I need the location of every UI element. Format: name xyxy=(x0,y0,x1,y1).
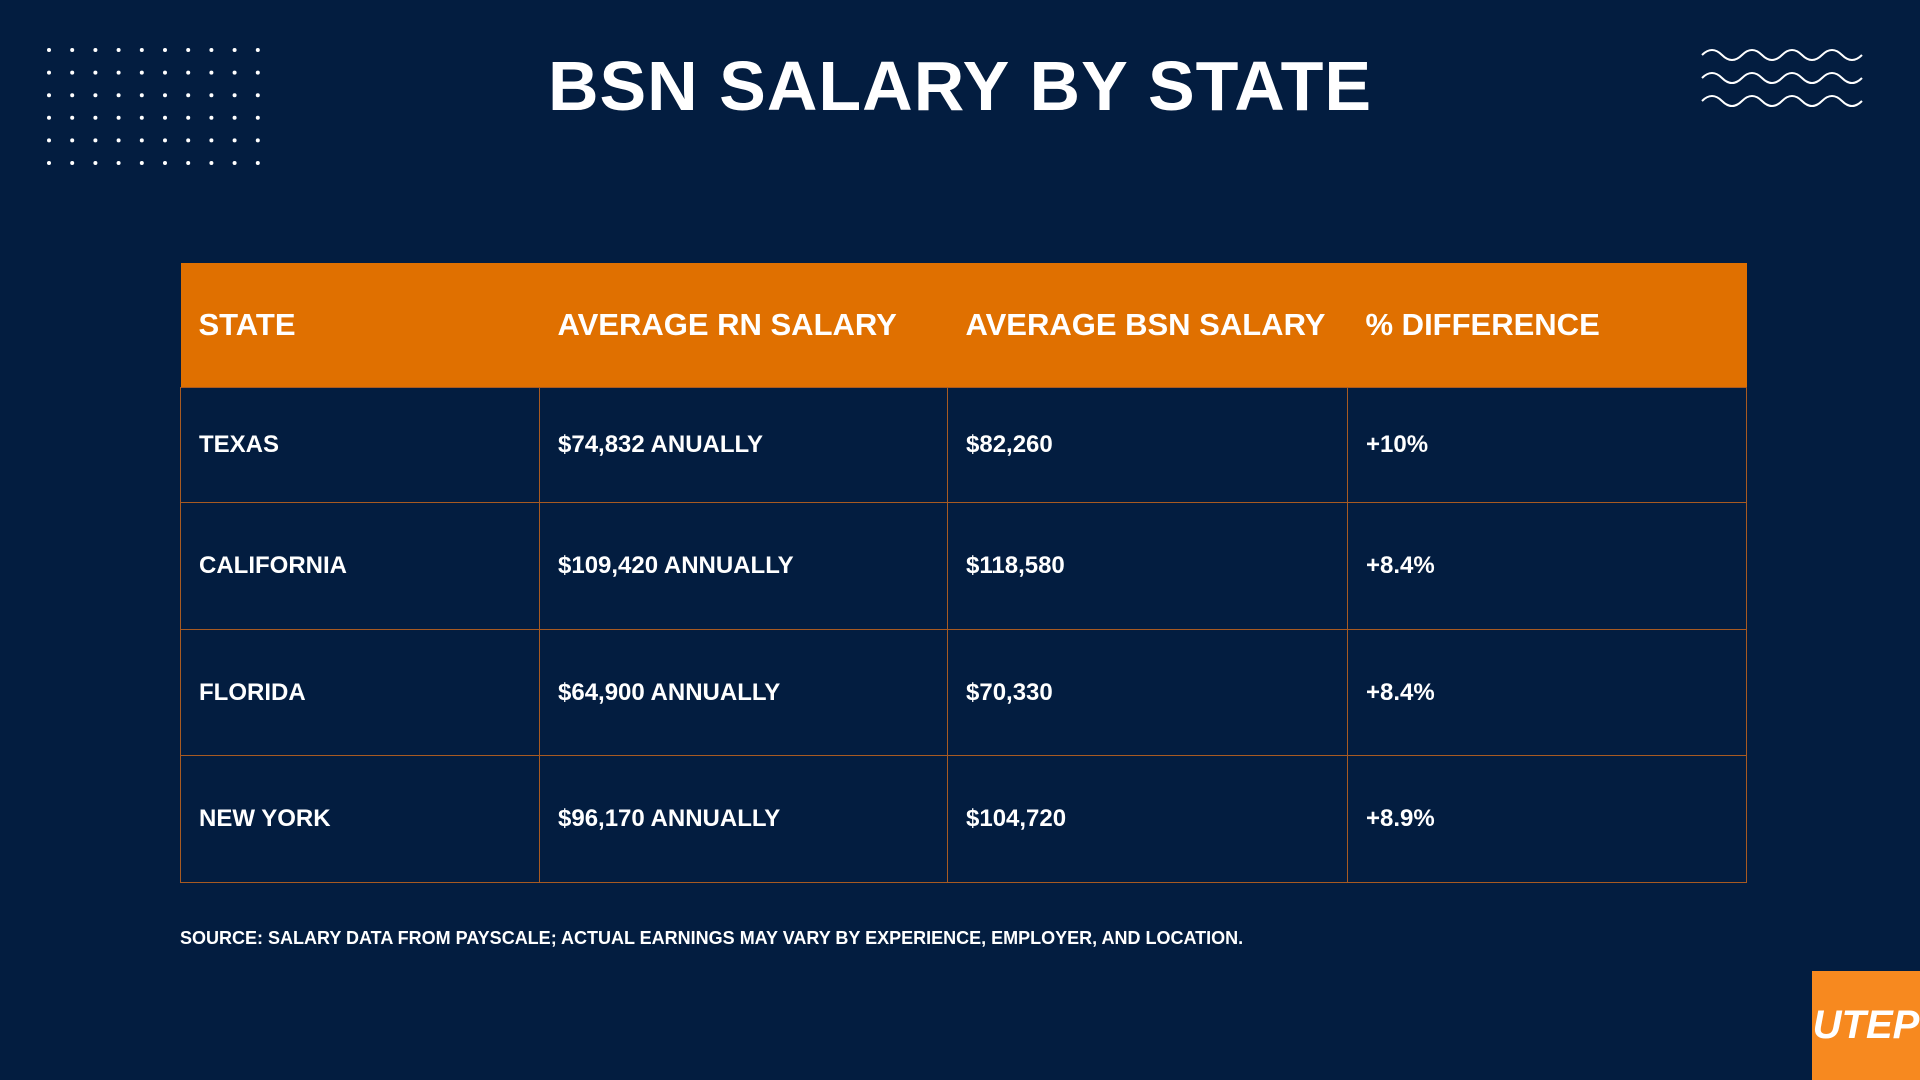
table-cell: $70,330 xyxy=(947,629,1348,756)
dot xyxy=(186,70,191,75)
dot xyxy=(139,138,144,143)
table-cell: CALIFORNIA xyxy=(180,502,540,630)
dot xyxy=(47,93,51,98)
table-cell: NEW YORK xyxy=(180,755,540,883)
dot xyxy=(116,70,121,75)
dot xyxy=(255,93,260,98)
dot xyxy=(255,138,260,143)
dot-pattern xyxy=(47,48,260,165)
dot xyxy=(232,93,237,98)
dot xyxy=(47,138,51,143)
table-cell: $82,260 xyxy=(947,387,1348,503)
dot xyxy=(116,138,121,143)
dot xyxy=(209,70,214,75)
table-cell: TEXAS xyxy=(180,387,540,503)
dot xyxy=(116,93,121,98)
column-header: AVERAGE BSN SALARY xyxy=(947,263,1348,388)
dot xyxy=(186,115,191,120)
table-cell: +8.9% xyxy=(1347,755,1747,883)
dot xyxy=(116,115,121,120)
table-row: FLORIDA $64,900 ANNUALLY $70,330 +8.4% xyxy=(180,629,1747,756)
salary-table: STATE AVERAGE RN SALARY AVERAGE BSN SALARY… xyxy=(180,263,1747,883)
dot xyxy=(70,138,75,143)
table-cell: +10% xyxy=(1347,387,1747,503)
dot xyxy=(232,70,237,75)
column-header: AVERAGE RN SALARY xyxy=(539,263,948,388)
table-cell: $64,900 ANNUALLY xyxy=(539,629,948,756)
table-cell: +8.4% xyxy=(1347,629,1747,756)
dot xyxy=(209,48,214,52)
dot xyxy=(93,93,98,98)
dot xyxy=(255,115,260,120)
dot xyxy=(93,138,98,143)
dot xyxy=(255,70,260,75)
dot xyxy=(93,48,98,52)
table-cell: FLORIDA xyxy=(180,629,540,756)
dot xyxy=(47,115,51,120)
table-cell: $109,420 ANNUALLY xyxy=(539,502,948,630)
dot xyxy=(70,161,75,165)
dot xyxy=(232,138,237,143)
dot xyxy=(209,115,214,120)
dot xyxy=(232,115,237,120)
dot xyxy=(232,48,237,52)
dot xyxy=(70,48,75,52)
wave-pattern xyxy=(1701,49,1863,107)
dot xyxy=(47,161,51,165)
dot xyxy=(139,48,144,52)
dot xyxy=(163,70,167,75)
table-cell: $104,720 xyxy=(947,755,1348,883)
dot xyxy=(186,161,191,165)
dot xyxy=(47,70,51,75)
title: BSN SALARY BY STATE xyxy=(547,47,1373,125)
source-note: SOURCE: SALARY DATA FROM PAYSCALE; ACTUA… xyxy=(180,928,1244,948)
dot xyxy=(209,138,214,143)
table-body: TEXAS $74,832 ANUALLY $82,260 +10% CALIFORNI… xyxy=(180,387,1747,883)
dot xyxy=(47,48,51,52)
dot xyxy=(186,48,191,52)
dot xyxy=(139,161,144,165)
dot xyxy=(93,70,98,75)
dot xyxy=(139,93,144,98)
logo: UTEP xyxy=(1812,971,1920,1080)
dot xyxy=(93,115,98,120)
dot xyxy=(186,138,191,143)
dot xyxy=(70,70,75,75)
dot xyxy=(116,48,121,52)
column-header: % DIFFERENCE xyxy=(1347,263,1747,388)
dot xyxy=(70,93,75,98)
dot xyxy=(139,115,144,120)
header-row: STATE AVERAGE RN SALARY AVERAGE BSN SALARY… xyxy=(180,263,1747,388)
dot xyxy=(163,161,167,165)
table-cell: $74,832 ANUALLY xyxy=(539,387,948,503)
dot xyxy=(163,48,167,52)
table-cell: +8.4% xyxy=(1347,502,1747,630)
table-row: TEXAS $74,832 ANUALLY $82,260 +10% xyxy=(180,387,1747,503)
dot xyxy=(255,48,260,52)
dot xyxy=(93,161,98,165)
dot xyxy=(232,161,237,165)
dot xyxy=(186,93,191,98)
table-row: CALIFORNIA $109,420 ANNUALLY $118,580 +8.4% xyxy=(180,502,1747,630)
dot xyxy=(209,93,214,98)
dot xyxy=(255,161,260,165)
dot xyxy=(70,115,75,120)
dot xyxy=(139,70,144,75)
dot xyxy=(163,93,167,98)
table-cell: $96,170 ANNUALLY xyxy=(539,755,948,883)
dot xyxy=(163,115,167,120)
table-cell: $118,580 xyxy=(947,502,1348,630)
dot xyxy=(163,138,167,143)
dot xyxy=(209,161,214,165)
dot xyxy=(116,161,121,165)
table-row: NEW YORK $96,170 ANNUALLY $104,720 +8.9% xyxy=(180,755,1747,883)
column-header: STATE xyxy=(180,263,540,388)
